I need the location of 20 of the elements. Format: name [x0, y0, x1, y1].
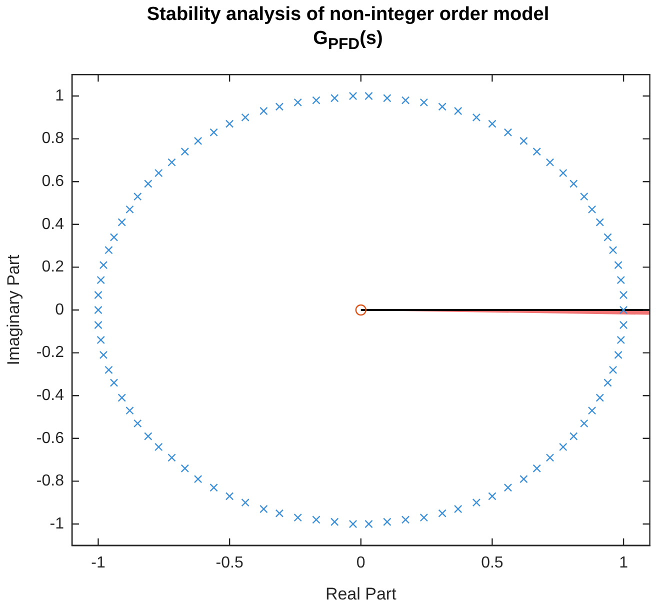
- y-tick-label: -0.4: [36, 387, 64, 404]
- y-tick-label: -0.6: [36, 430, 64, 447]
- y-tick-label: 0.6: [42, 173, 64, 190]
- y-axis-title: Imaginary Part: [4, 254, 23, 366]
- x-tick-label: 1: [619, 554, 628, 572]
- y-tick-label: -0.2: [36, 344, 64, 362]
- x-axis-title: Real Part: [325, 584, 397, 604]
- y-tick-label: 0.8: [42, 130, 64, 148]
- chart-subtitle: G$_{PFD}$(s): [312, 27, 384, 55]
- y-tick-label: -0.8: [36, 472, 64, 490]
- x-tick-label: -1: [91, 554, 106, 572]
- chart-title: Stability analysis of non-integer order model: [146, 3, 550, 27]
- y-tick-label: 0: [55, 301, 64, 318]
- y-tick-label: 0.4: [42, 216, 64, 233]
- x-tick-label: 0.5: [481, 554, 504, 572]
- y-tick-label: 1: [55, 87, 64, 104]
- x-tick-label: 0: [356, 554, 366, 572]
- y-tick-label: -1: [50, 515, 64, 532]
- y-tick-label: 0.2: [42, 258, 64, 276]
- x-tick-label: -0.5: [216, 554, 244, 572]
